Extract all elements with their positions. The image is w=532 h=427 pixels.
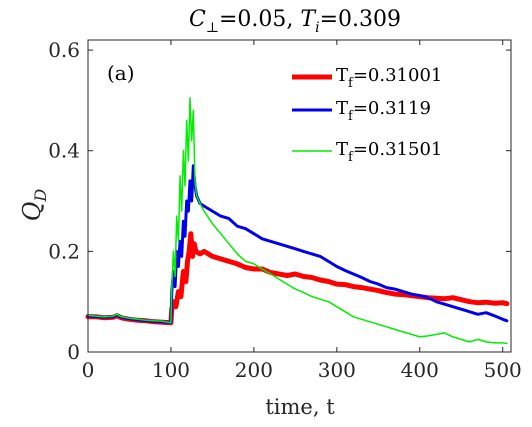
plot-area: 0 100 200 300 400 500 0 0.2 0.4 0.6 bbox=[48, 38, 522, 382]
y-axis-label: QD bbox=[18, 189, 50, 222]
legend: Tf=0.31001 Tf=0.3119 Tf=0.31501 bbox=[292, 65, 442, 165]
x-axis-label: time, t bbox=[265, 395, 335, 419]
y-tick-label: 0.6 bbox=[48, 38, 80, 62]
chart-title: C⊥=0.05, Ti=0.309 bbox=[189, 7, 401, 36]
x-tick-label: 500 bbox=[484, 358, 522, 382]
x-tick-label: 200 bbox=[235, 358, 273, 382]
series-line-3 bbox=[87, 97, 508, 345]
series-layer bbox=[85, 97, 510, 345]
tick-layer: 0 100 200 300 400 500 0 0.2 0.4 0.6 bbox=[48, 38, 522, 382]
x-tick-label: 300 bbox=[318, 358, 356, 382]
plot-frame bbox=[87, 39, 512, 353]
y-tick-label: 0 bbox=[67, 340, 80, 364]
x-tick-label: 400 bbox=[401, 358, 439, 382]
legend-label-2: Tf=0.3119 bbox=[336, 98, 431, 124]
x-tick-label: 100 bbox=[152, 358, 190, 382]
x-tick-label: 0 bbox=[82, 358, 95, 382]
legend-label-3: Tf=0.31501 bbox=[336, 139, 442, 165]
y-tick-label: 0.2 bbox=[48, 239, 80, 263]
legend-label-1: Tf=0.31001 bbox=[336, 65, 442, 91]
y-tick-label: 0.4 bbox=[48, 139, 80, 163]
panel-annotation: (a) bbox=[107, 61, 135, 85]
